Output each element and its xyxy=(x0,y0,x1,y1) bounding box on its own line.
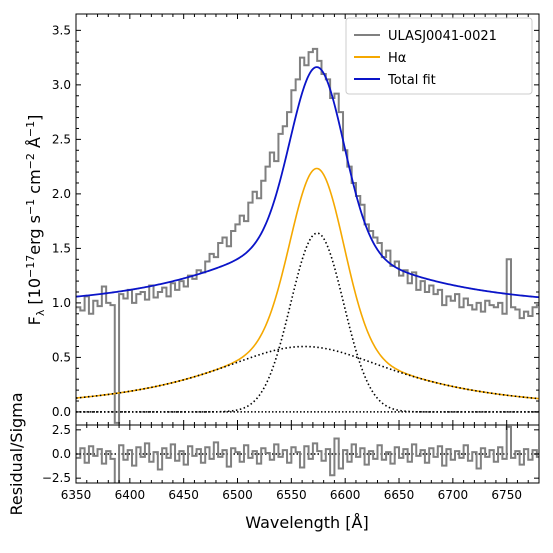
x-tick-label: 6700 xyxy=(438,488,469,502)
y-tick-label: 0.0 xyxy=(52,405,71,419)
residual-axis-ticks: 6350 6400 6450 6500 6550 6600 6650 6700 6750 −2.5… xyxy=(42,423,539,502)
x-tick-label: 6350 xyxy=(61,488,92,502)
y-tick-label: 3.0 xyxy=(52,78,71,92)
spectrum-plot-area xyxy=(76,47,539,424)
broad-component-line xyxy=(76,345,539,400)
narrow-component-line xyxy=(76,232,539,413)
y-tick-label: 0.5 xyxy=(52,350,71,364)
legend-label: Hα xyxy=(388,51,406,66)
y-tick-label: 3.5 xyxy=(52,23,71,37)
x-tick-label: 6600 xyxy=(330,488,361,502)
y-tick-label: 0.0 xyxy=(52,447,71,461)
residual-plot-area xyxy=(76,425,539,483)
residual-panel: 6350 6400 6450 6500 6550 6600 6650 6700 6750 −2.5… xyxy=(42,423,540,502)
y-tick-label: 1.0 xyxy=(52,296,71,310)
x-tick-label: 6550 xyxy=(276,488,307,502)
legend-label: Total fit xyxy=(387,73,436,88)
total-fit-line xyxy=(76,66,539,299)
y-tick-label: 2.5 xyxy=(52,132,71,146)
x-tick-label: 6400 xyxy=(115,488,146,502)
x-axis-label: Wavelength [Å] xyxy=(245,513,368,532)
halpha-line xyxy=(76,167,539,400)
y-tick-label: 2.5 xyxy=(52,423,71,437)
flux-y-axis-label: Fλ [10−17erg s−1 cm−2 Å−1] xyxy=(24,115,47,326)
x-tick-label: 6750 xyxy=(491,488,522,502)
x-tick-label: 6650 xyxy=(384,488,415,502)
legend-label: ULASJ0041-0021 xyxy=(388,29,497,44)
y-tick-label: −2.5 xyxy=(42,471,71,485)
spectrum-panel: 0.0 0.5 1.0 1.5 2.0 2.5 3.0 3.5 ULASJ0041-0021 H… xyxy=(52,13,540,426)
x-tick-label: 6500 xyxy=(222,488,253,502)
observed-spectrum-line xyxy=(76,47,539,424)
legend-box xyxy=(345,17,533,95)
y-tick-label: 2.0 xyxy=(52,187,71,201)
x-tick-label: 6450 xyxy=(168,488,199,502)
residual-y-axis-label: Residual/Sigma xyxy=(7,392,26,515)
y-tick-label: 1.5 xyxy=(52,241,71,255)
residual-line xyxy=(76,425,539,483)
legend: ULASJ0041-0021 Hα Total fit xyxy=(345,17,533,95)
spectrum-axis-ticks: 0.0 0.5 1.0 1.5 2.0 2.5 3.0 3.5 xyxy=(52,14,539,425)
